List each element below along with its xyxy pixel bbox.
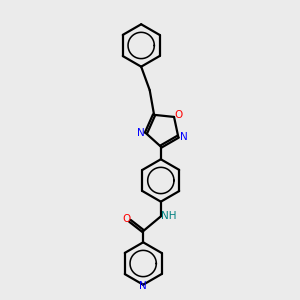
Text: O: O (122, 214, 130, 224)
Text: N: N (180, 132, 188, 142)
Text: O: O (174, 110, 183, 120)
Text: N: N (137, 128, 145, 138)
Text: N: N (139, 281, 147, 291)
Text: NH: NH (161, 212, 177, 221)
